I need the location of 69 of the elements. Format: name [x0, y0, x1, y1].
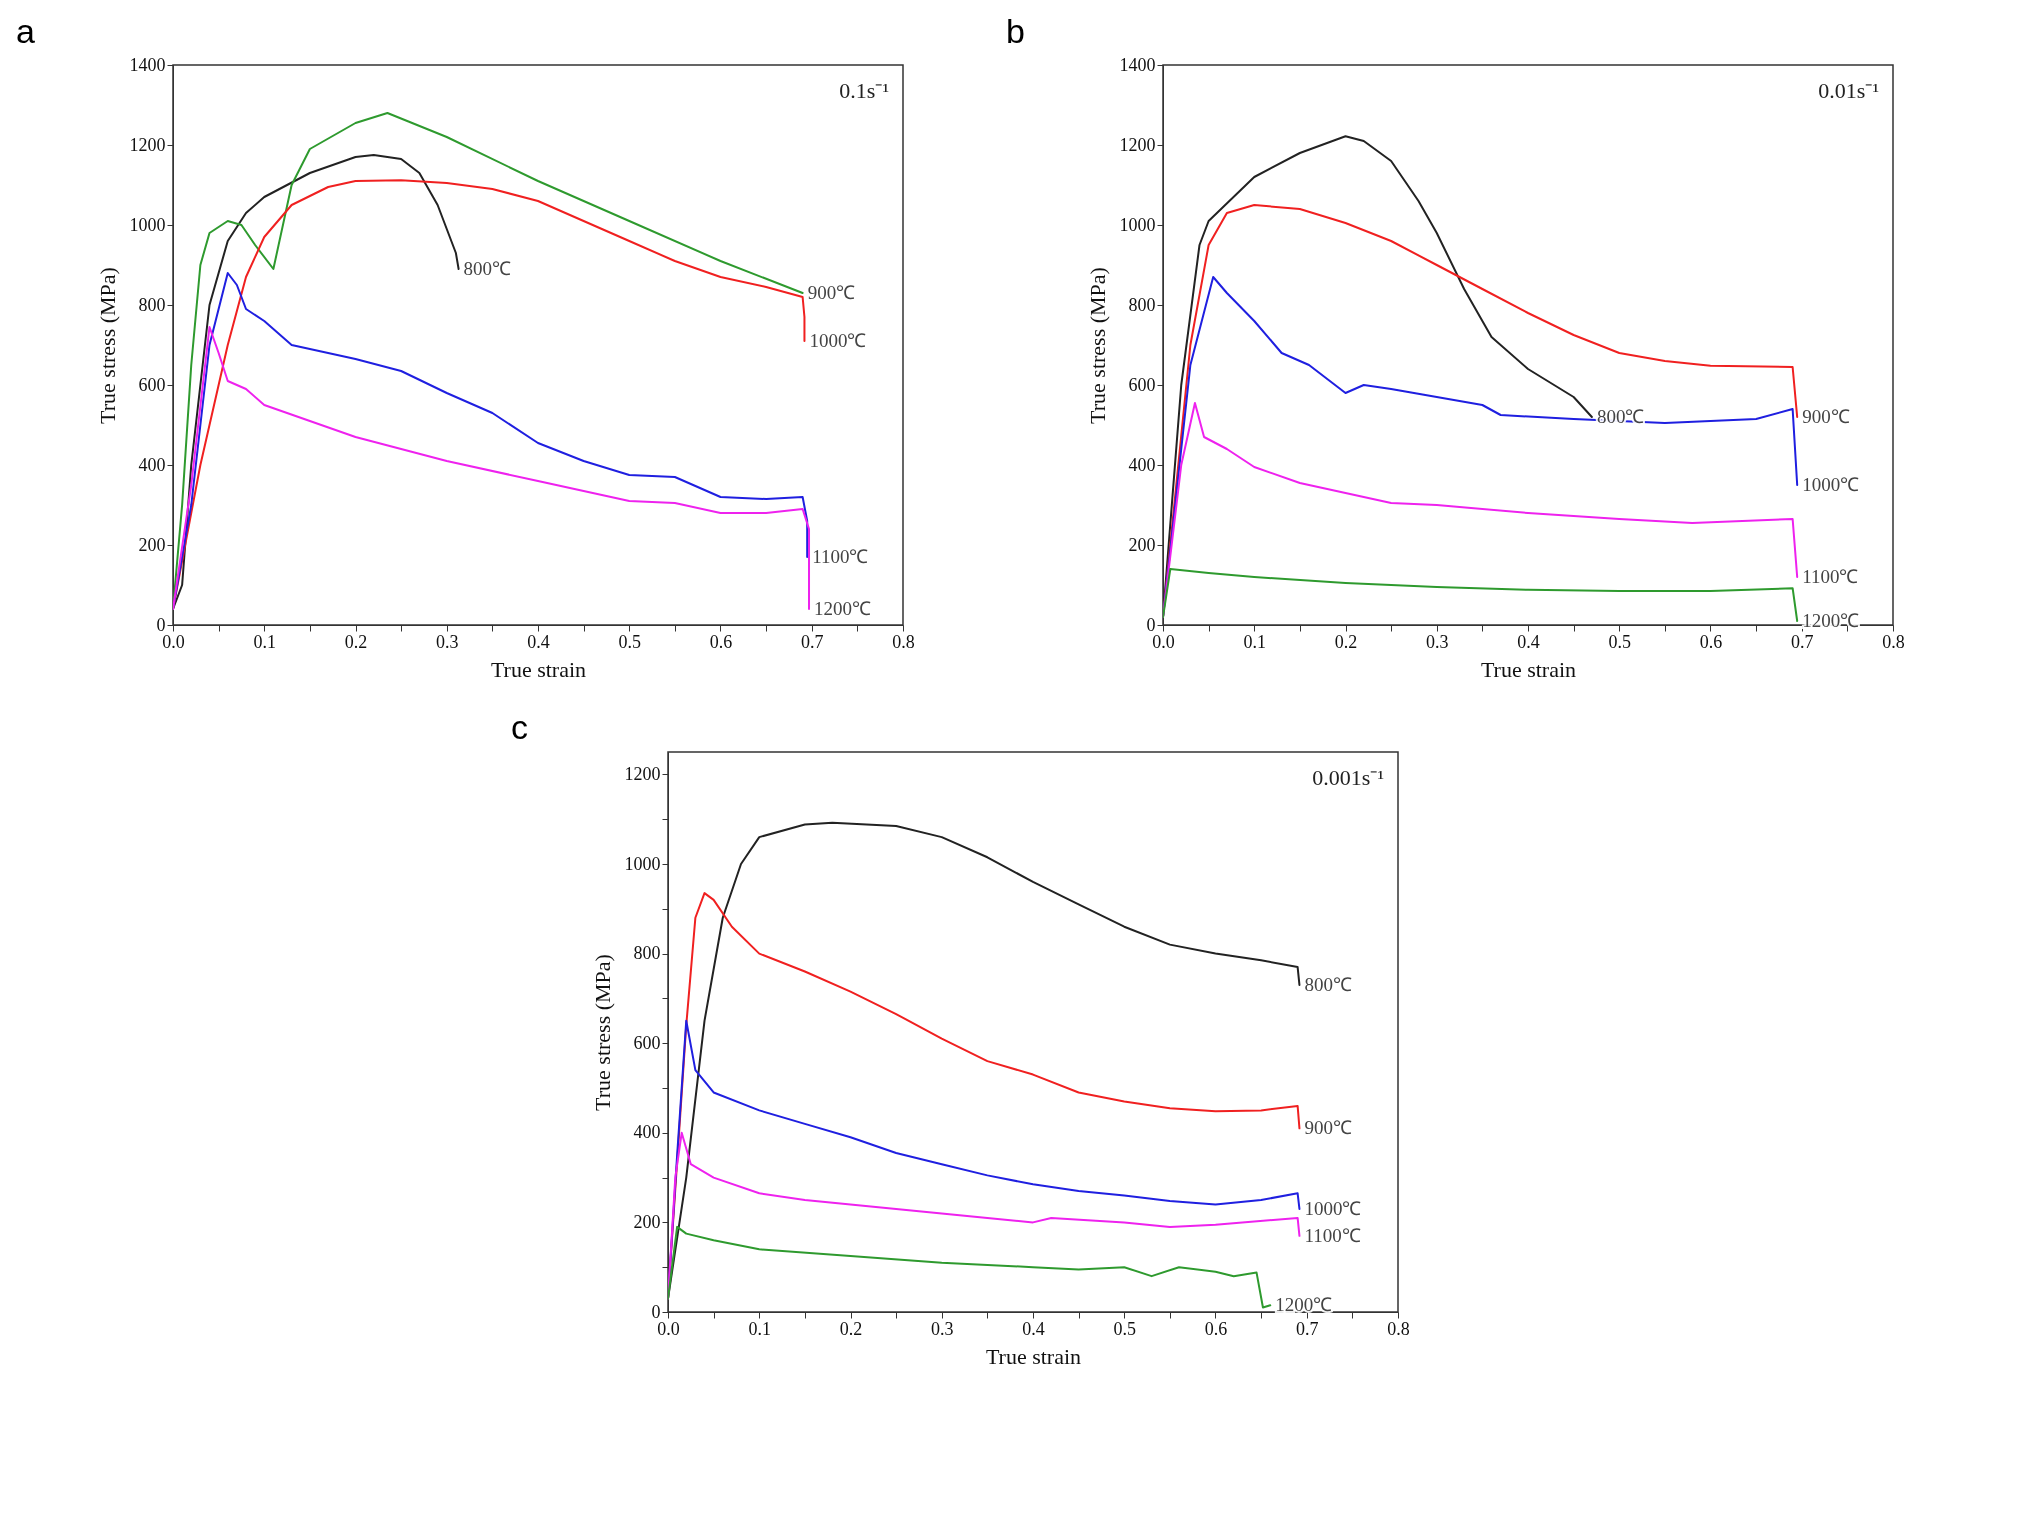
x-tick-label: 0.8: [1387, 1318, 1410, 1339]
y-tick-label: 200: [138, 534, 166, 555]
series-label: 1000℃: [809, 330, 867, 351]
x-tick-label: 0.3: [931, 1318, 954, 1339]
x-tick-label: 0.7: [801, 631, 824, 652]
y-axis-title: True stress (MPa): [1084, 267, 1110, 424]
series-label: 1200℃: [814, 598, 872, 619]
chart-title: a: [16, 12, 35, 50]
series-label: 1000℃: [1304, 1197, 1362, 1219]
x-tick-label: 0.4: [1517, 631, 1540, 652]
x-tick-label: 0.6: [1204, 1318, 1228, 1339]
x-tick-label: 0.1: [748, 1318, 771, 1339]
series-label: 900℃: [1304, 1117, 1352, 1139]
series-label: 800℃: [1304, 973, 1352, 995]
series-label: 1100℃: [1304, 1224, 1361, 1246]
x-tick-label: 0.3: [1426, 631, 1449, 652]
x-tick-label: 0.4: [1022, 1318, 1045, 1339]
x-tick-label: 0.5: [618, 631, 641, 652]
y-tick-label: 800: [1128, 294, 1156, 315]
y-axis-title: True stress (MPa): [94, 267, 120, 424]
series-label: 1100℃: [812, 546, 869, 567]
x-tick-label: 0.1: [253, 631, 276, 652]
y-tick-label: 1000: [1119, 214, 1156, 235]
x-tick-label: 0.5: [1608, 631, 1631, 652]
y-tick-label: 1400: [129, 54, 166, 75]
x-tick-label: 0.7: [1791, 631, 1814, 652]
y-tick-label: 1000: [129, 214, 166, 235]
x-tick-label: 0.2: [1334, 631, 1358, 652]
series-label: 800℃: [463, 258, 512, 279]
x-tick-label: 0.6: [709, 631, 733, 652]
y-tick-label: 800: [138, 294, 166, 315]
x-tick-label: 0.2: [839, 1318, 863, 1339]
chart-title: b: [1006, 12, 1025, 50]
x-tick-label: 0.7: [1296, 1318, 1319, 1339]
series-label: 1100℃: [1802, 566, 1859, 587]
y-tick-label: 400: [138, 454, 166, 475]
y-tick-label: 1400: [1119, 54, 1156, 75]
series-label: 1200℃: [1275, 1294, 1333, 1316]
x-tick-label: 0.6: [1699, 631, 1723, 652]
x-axis-title: True strain: [490, 656, 587, 682]
annotation: 0.01s⁻¹: [1818, 78, 1879, 103]
x-tick-label: 0.3: [436, 631, 459, 652]
y-tick-label: 1200: [1119, 134, 1156, 155]
y-tick-label: 400: [633, 1122, 661, 1143]
chart-title: c: [511, 708, 528, 746]
x-tick-label: 0.1: [1243, 631, 1266, 652]
annotation: 0.1s⁻¹: [839, 78, 889, 103]
y-axis-title: True stress (MPa): [589, 954, 615, 1111]
x-tick-label: 0.5: [1113, 1318, 1136, 1339]
x-axis-title: True strain: [1480, 656, 1577, 682]
y-tick-label: 200: [1128, 534, 1156, 555]
x-tick-label: 0.4: [527, 631, 550, 652]
y-tick-label: 600: [138, 374, 166, 395]
series-label: 900℃: [1802, 406, 1850, 427]
y-tick-label: 600: [1128, 374, 1156, 395]
y-tick-label: 800: [633, 943, 661, 964]
y-tick-label: 1200: [129, 134, 166, 155]
y-tick-label: 600: [633, 1032, 661, 1053]
x-tick-label: 0.8: [892, 631, 915, 652]
x-tick-label: 0.2: [344, 631, 368, 652]
series-label: 1000℃: [1802, 474, 1860, 495]
annotation: 0.001s⁻¹: [1312, 765, 1384, 790]
x-axis-title: True strain: [985, 1343, 1082, 1369]
y-tick-label: 200: [633, 1211, 661, 1232]
y-tick-label: 1000: [624, 853, 661, 874]
y-tick-label: 1200: [624, 763, 661, 784]
y-tick-label: 400: [1128, 454, 1156, 475]
x-tick-label: 0.8: [1882, 631, 1905, 652]
series-label: 900℃: [807, 282, 856, 303]
